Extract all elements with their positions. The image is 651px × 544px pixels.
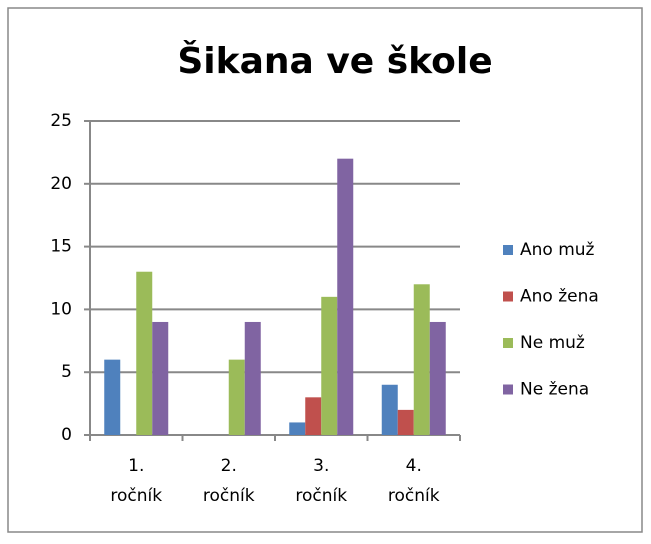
bar <box>305 397 322 435</box>
legend-label: Ano muž <box>520 240 595 260</box>
bar <box>289 422 306 435</box>
y-tick-label: 5 <box>61 362 72 382</box>
y-tick-label: 25 <box>50 111 72 131</box>
x-tick-label: 4. ročník <box>388 456 440 506</box>
bar <box>321 296 338 435</box>
legend-label: Ano žena <box>520 287 599 307</box>
x-tick-label: 1. ročník <box>110 456 162 506</box>
y-tick-label: 0 <box>61 425 72 445</box>
bar <box>397 409 414 435</box>
bar <box>152 321 169 435</box>
legend-label: Ne žena <box>520 380 589 400</box>
legend-label: Ne muž <box>520 333 585 353</box>
legend-swatch <box>503 384 513 395</box>
bar <box>104 359 121 435</box>
bar <box>136 271 153 435</box>
legend-swatch <box>503 338 513 348</box>
x-tick-label: 3. ročník <box>295 456 347 506</box>
bar <box>381 384 398 435</box>
legend-swatch <box>503 245 513 255</box>
bar <box>244 321 261 435</box>
bar <box>228 359 245 435</box>
bar <box>429 321 446 435</box>
chart-title: Šikana ve škole <box>177 40 492 82</box>
legend-swatch <box>503 291 513 302</box>
bar <box>413 284 430 435</box>
chart-border <box>7 7 643 533</box>
y-tick-label: 20 <box>50 174 72 194</box>
y-tick-label: 15 <box>50 237 72 257</box>
bar <box>337 158 354 435</box>
y-tick-label: 10 <box>50 299 72 319</box>
x-tick-label: 2. ročník <box>203 456 255 506</box>
